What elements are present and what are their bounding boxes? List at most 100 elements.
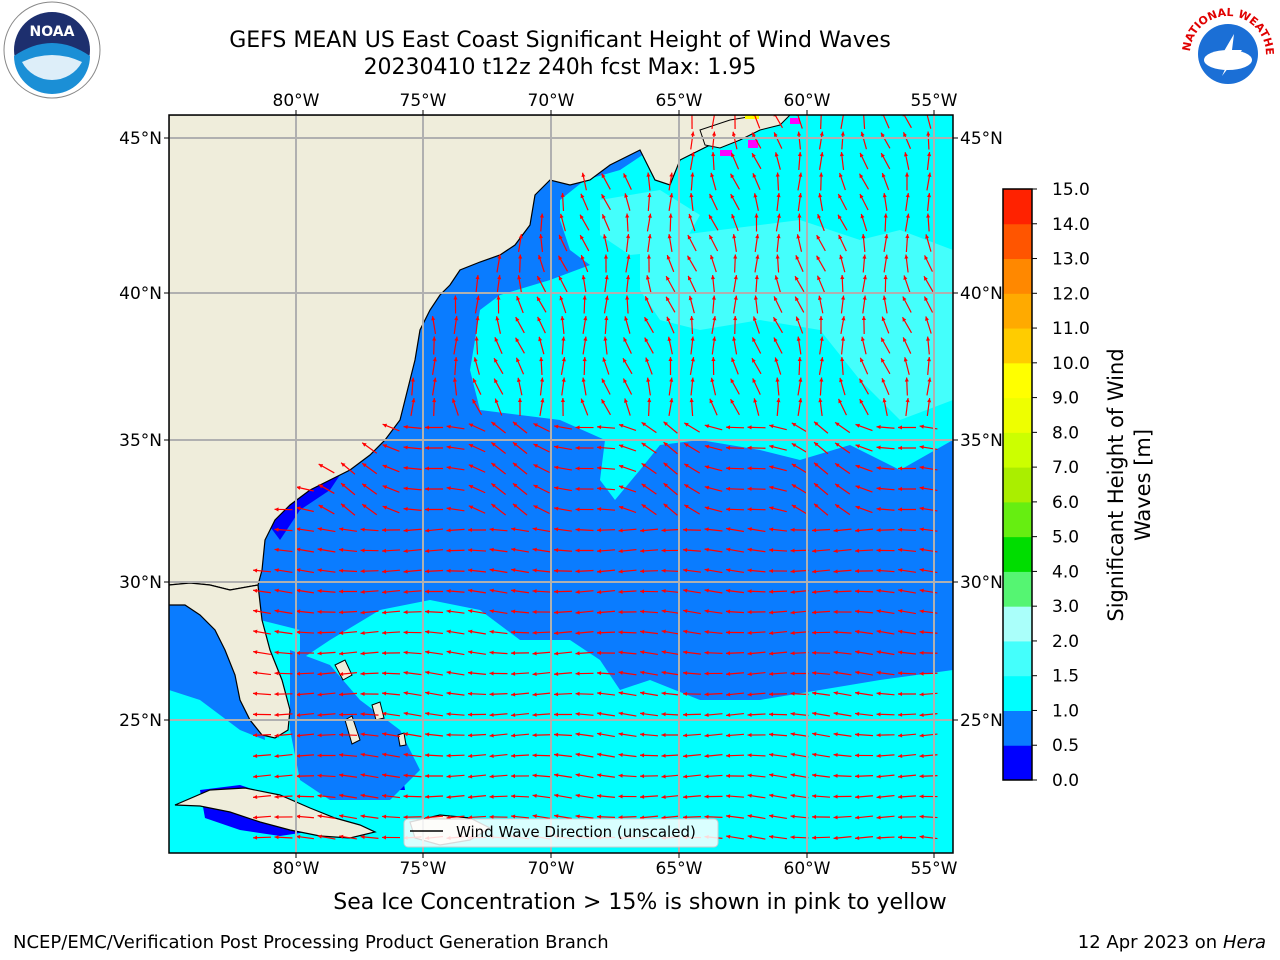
wave-direction-arrowhead bbox=[798, 193, 803, 198]
wave-direction-arrowhead bbox=[403, 486, 408, 491]
wave-direction-arrowhead bbox=[494, 398, 499, 404]
wave-direction-arrowhead bbox=[597, 752, 602, 757]
lat-label-right: 35°N bbox=[960, 431, 1003, 451]
wave-direction-arrowhead bbox=[425, 629, 430, 635]
wave-direction-arrowhead bbox=[532, 630, 537, 635]
wave-direction-arrowhead bbox=[317, 733, 322, 738]
wave-direction-arrowhead bbox=[795, 255, 800, 260]
wave-direction-arrowhead bbox=[855, 753, 860, 758]
wave-direction-arrowhead bbox=[926, 336, 931, 341]
wave-direction-arrowhead bbox=[711, 152, 716, 157]
wave-direction-arrowhead bbox=[919, 609, 924, 614]
wave-direction-arrowhead bbox=[403, 691, 408, 696]
wave-direction-arrowhead bbox=[790, 793, 795, 798]
wave-direction-arrowhead bbox=[575, 589, 580, 594]
wave-direction-arrowhead bbox=[382, 505, 388, 510]
wave-direction-arrowhead bbox=[876, 629, 881, 634]
wave-direction-arrowhead bbox=[533, 505, 538, 510]
wave-direction-arrowhead bbox=[516, 296, 521, 301]
wave-direction-arrowhead bbox=[661, 794, 666, 800]
wave-direction-arrowhead bbox=[360, 527, 365, 532]
wave-direction-arrowhead bbox=[838, 234, 843, 240]
wave-direction-arrowhead bbox=[733, 275, 738, 280]
wave-direction-arrowhead bbox=[468, 568, 473, 573]
wave-direction-arrowhead bbox=[468, 444, 474, 448]
wave-direction-arrowhead bbox=[732, 234, 737, 239]
wave-direction-arrowhead bbox=[833, 589, 838, 594]
wave-direction-arrowhead bbox=[839, 152, 844, 157]
wave-direction-arrowhead bbox=[855, 835, 860, 841]
wave-direction-arrowhead bbox=[855, 485, 861, 490]
wave-direction-arrowhead bbox=[855, 691, 860, 696]
wave-direction-arrowhead bbox=[647, 234, 652, 239]
wave-direction-arrowhead bbox=[475, 275, 480, 280]
wave-direction-arrowhead bbox=[618, 630, 623, 635]
wave-direction-arrowhead bbox=[833, 670, 838, 675]
wave-direction-arrowhead bbox=[296, 630, 301, 635]
wave-direction-arrowhead bbox=[582, 295, 587, 300]
wave-direction-arrowhead bbox=[769, 444, 774, 449]
wave-direction-arrowhead bbox=[489, 671, 494, 676]
wave-direction-arrowhead bbox=[425, 548, 430, 553]
wave-direction-arrowhead bbox=[532, 527, 537, 532]
wave-direction-arrowhead bbox=[839, 377, 844, 383]
wave-direction-arrowhead bbox=[817, 295, 822, 301]
wave-direction-arrowhead bbox=[798, 172, 803, 177]
wave-direction-arrowhead bbox=[360, 630, 365, 636]
wave-direction-arrowhead bbox=[511, 651, 516, 656]
colorbar-segment bbox=[1003, 640, 1032, 677]
wave-direction-arrowhead bbox=[581, 275, 586, 280]
wave-direction-arrowhead bbox=[339, 753, 344, 758]
wave-direction-arrowhead bbox=[752, 173, 757, 178]
wave-direction-arrowhead bbox=[797, 357, 802, 362]
wave-direction-arrowhead bbox=[619, 505, 624, 510]
wave-direction-arrowhead bbox=[296, 794, 301, 799]
wave-direction-arrowhead bbox=[881, 132, 885, 138]
wave-direction-arrowhead bbox=[726, 547, 731, 552]
wave-direction-arrowhead bbox=[774, 275, 779, 280]
wave-direction-arrowhead bbox=[253, 588, 258, 593]
colorbar-tick-label: 2.0 bbox=[1052, 632, 1079, 652]
wave-direction-arrowhead bbox=[489, 753, 494, 759]
wave-direction-arrowhead bbox=[497, 275, 502, 280]
wave-direction-arrowhead bbox=[274, 814, 279, 820]
wave-direction-arrowhead bbox=[618, 670, 623, 675]
wave-direction-arrowhead bbox=[690, 152, 695, 157]
wave-direction-arrowhead bbox=[668, 213, 673, 218]
wave-direction-arrowhead bbox=[425, 569, 430, 574]
land-cuba bbox=[174, 787, 377, 839]
wave-direction-arrowhead bbox=[317, 692, 322, 697]
lat-label-right: 25°N bbox=[960, 711, 1003, 731]
wave-direction-arrowhead bbox=[859, 173, 864, 179]
wave-direction-arrowhead bbox=[517, 398, 523, 403]
colorbar-segment bbox=[1003, 501, 1032, 538]
wave-direction-arrowhead bbox=[532, 814, 537, 819]
wave-direction-arrowhead bbox=[883, 275, 888, 280]
wave-direction-arrowhead bbox=[468, 548, 473, 553]
wave-direction-arrowhead bbox=[814, 483, 819, 488]
colorbar-tick-label: 12.0 bbox=[1052, 284, 1090, 304]
wave-direction-arrowhead bbox=[446, 670, 451, 675]
wave-direction-arrowhead bbox=[468, 505, 474, 510]
wave-direction-arrowhead bbox=[575, 445, 580, 451]
wave-direction-arrowhead bbox=[623, 378, 628, 383]
wave-direction-arrowhead bbox=[747, 445, 752, 450]
wave-direction-arrowhead bbox=[663, 503, 668, 508]
wave-direction-arrowhead bbox=[317, 814, 322, 819]
colorbar-tick-label: 6.0 bbox=[1052, 493, 1079, 513]
wave-direction-arrowhead bbox=[580, 398, 585, 404]
wave-direction-arrowhead bbox=[468, 670, 473, 676]
wave-direction-arrowhead bbox=[752, 358, 756, 363]
noaa-logo-text: NOAA bbox=[30, 24, 75, 40]
wave-direction-arrowhead bbox=[554, 527, 559, 532]
wave-direction-arrowhead bbox=[597, 507, 602, 512]
wave-direction-arrow bbox=[882, 115, 890, 129]
wave-direction-arrowhead bbox=[835, 504, 840, 509]
wave-direction-arrowhead bbox=[644, 337, 649, 343]
wave-direction-arrowhead bbox=[296, 753, 301, 758]
wave-direction-arrowhead bbox=[919, 712, 924, 718]
wave-direction-arrowhead bbox=[747, 486, 752, 491]
wave-direction-arrowhead bbox=[859, 378, 864, 384]
wave-direction-arrowhead bbox=[537, 316, 542, 322]
wave-direction-arrowhead bbox=[796, 234, 801, 239]
